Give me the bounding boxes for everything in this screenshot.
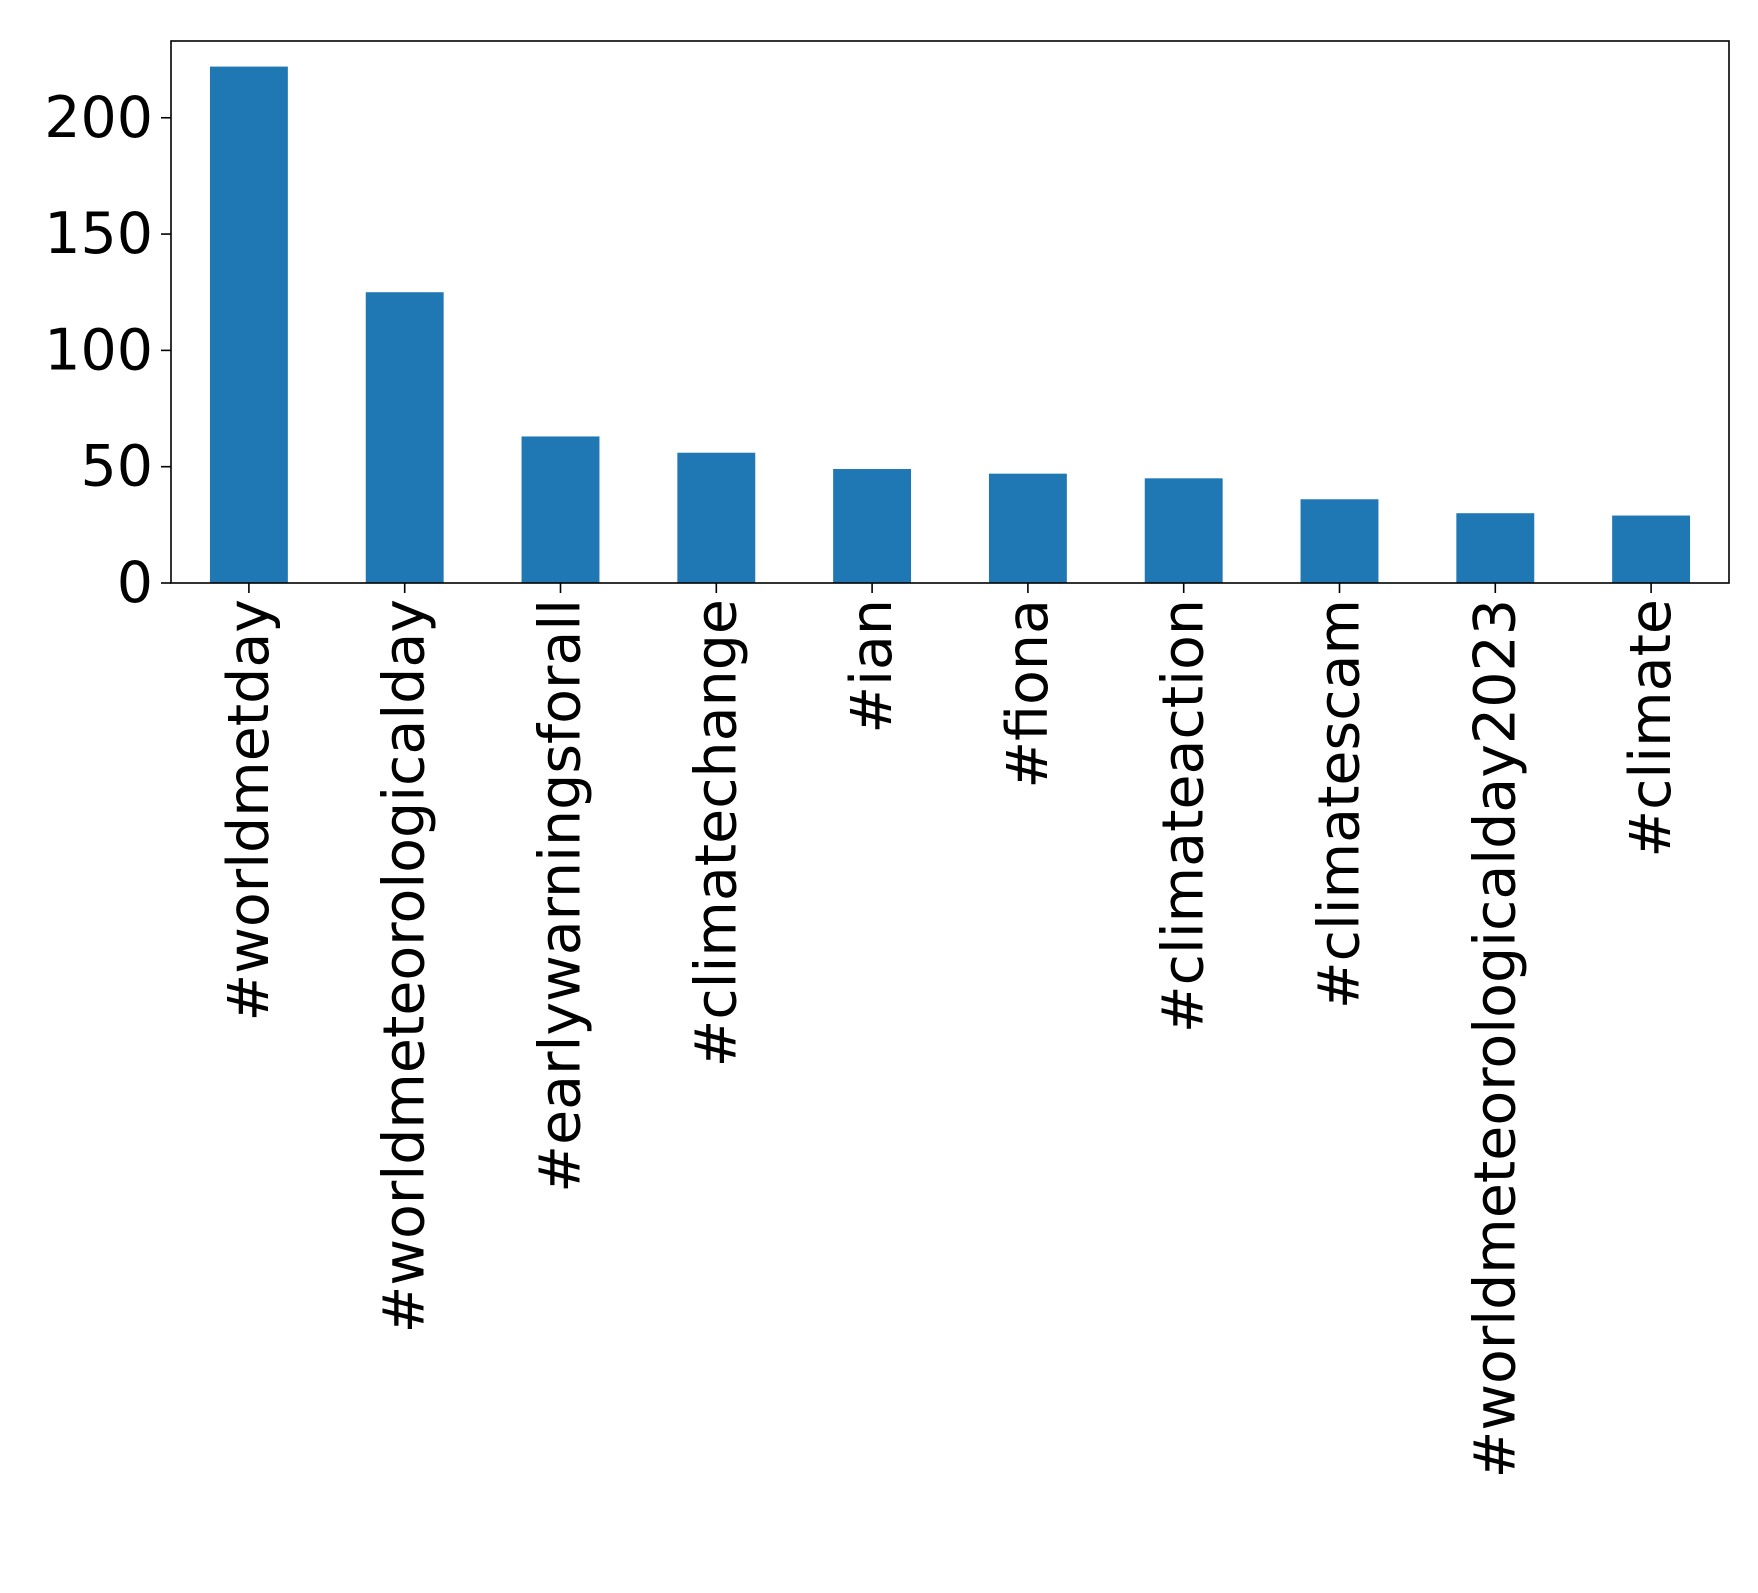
x-tick-label: #climatescam (1307, 599, 1373, 1009)
bar (521, 436, 600, 583)
bar (365, 292, 444, 583)
y-tick-label: 50 (80, 434, 153, 500)
y-tick-label: 200 (44, 85, 153, 151)
plot-frame (170, 40, 1730, 584)
bar (988, 473, 1067, 583)
y-axis-ticks: 0 50 100 150 200 (44, 85, 171, 616)
x-tick-label: #worldmeteorologicalday2023 (1462, 599, 1528, 1478)
x-tick-label: #climatechange (683, 599, 749, 1067)
x-tick-label: #ian (839, 599, 905, 734)
bar (1144, 478, 1223, 583)
bar (677, 452, 756, 583)
bar (833, 469, 912, 583)
bars-layer (209, 66, 1691, 584)
x-tick-label: #climateaction (1151, 599, 1217, 1033)
x-tick-label: #fiona (995, 599, 1061, 789)
x-axis-ticks: #worldmetday #worldmeteorologicalday #earl… (216, 583, 1684, 1478)
bar (1456, 513, 1535, 583)
bar (209, 66, 288, 584)
x-tick-label: #climate (1618, 599, 1684, 858)
x-tick-label: #worldmetday (216, 599, 282, 1022)
y-tick-label: 150 (44, 201, 153, 267)
y-tick-label: 0 (117, 550, 153, 616)
y-tick-label: 100 (44, 317, 153, 383)
x-tick-label: #earlywarningsforall (528, 599, 594, 1193)
bar (1612, 515, 1691, 583)
x-tick-label: #worldmeteorologicalday (372, 599, 438, 1333)
bar (1300, 499, 1379, 583)
